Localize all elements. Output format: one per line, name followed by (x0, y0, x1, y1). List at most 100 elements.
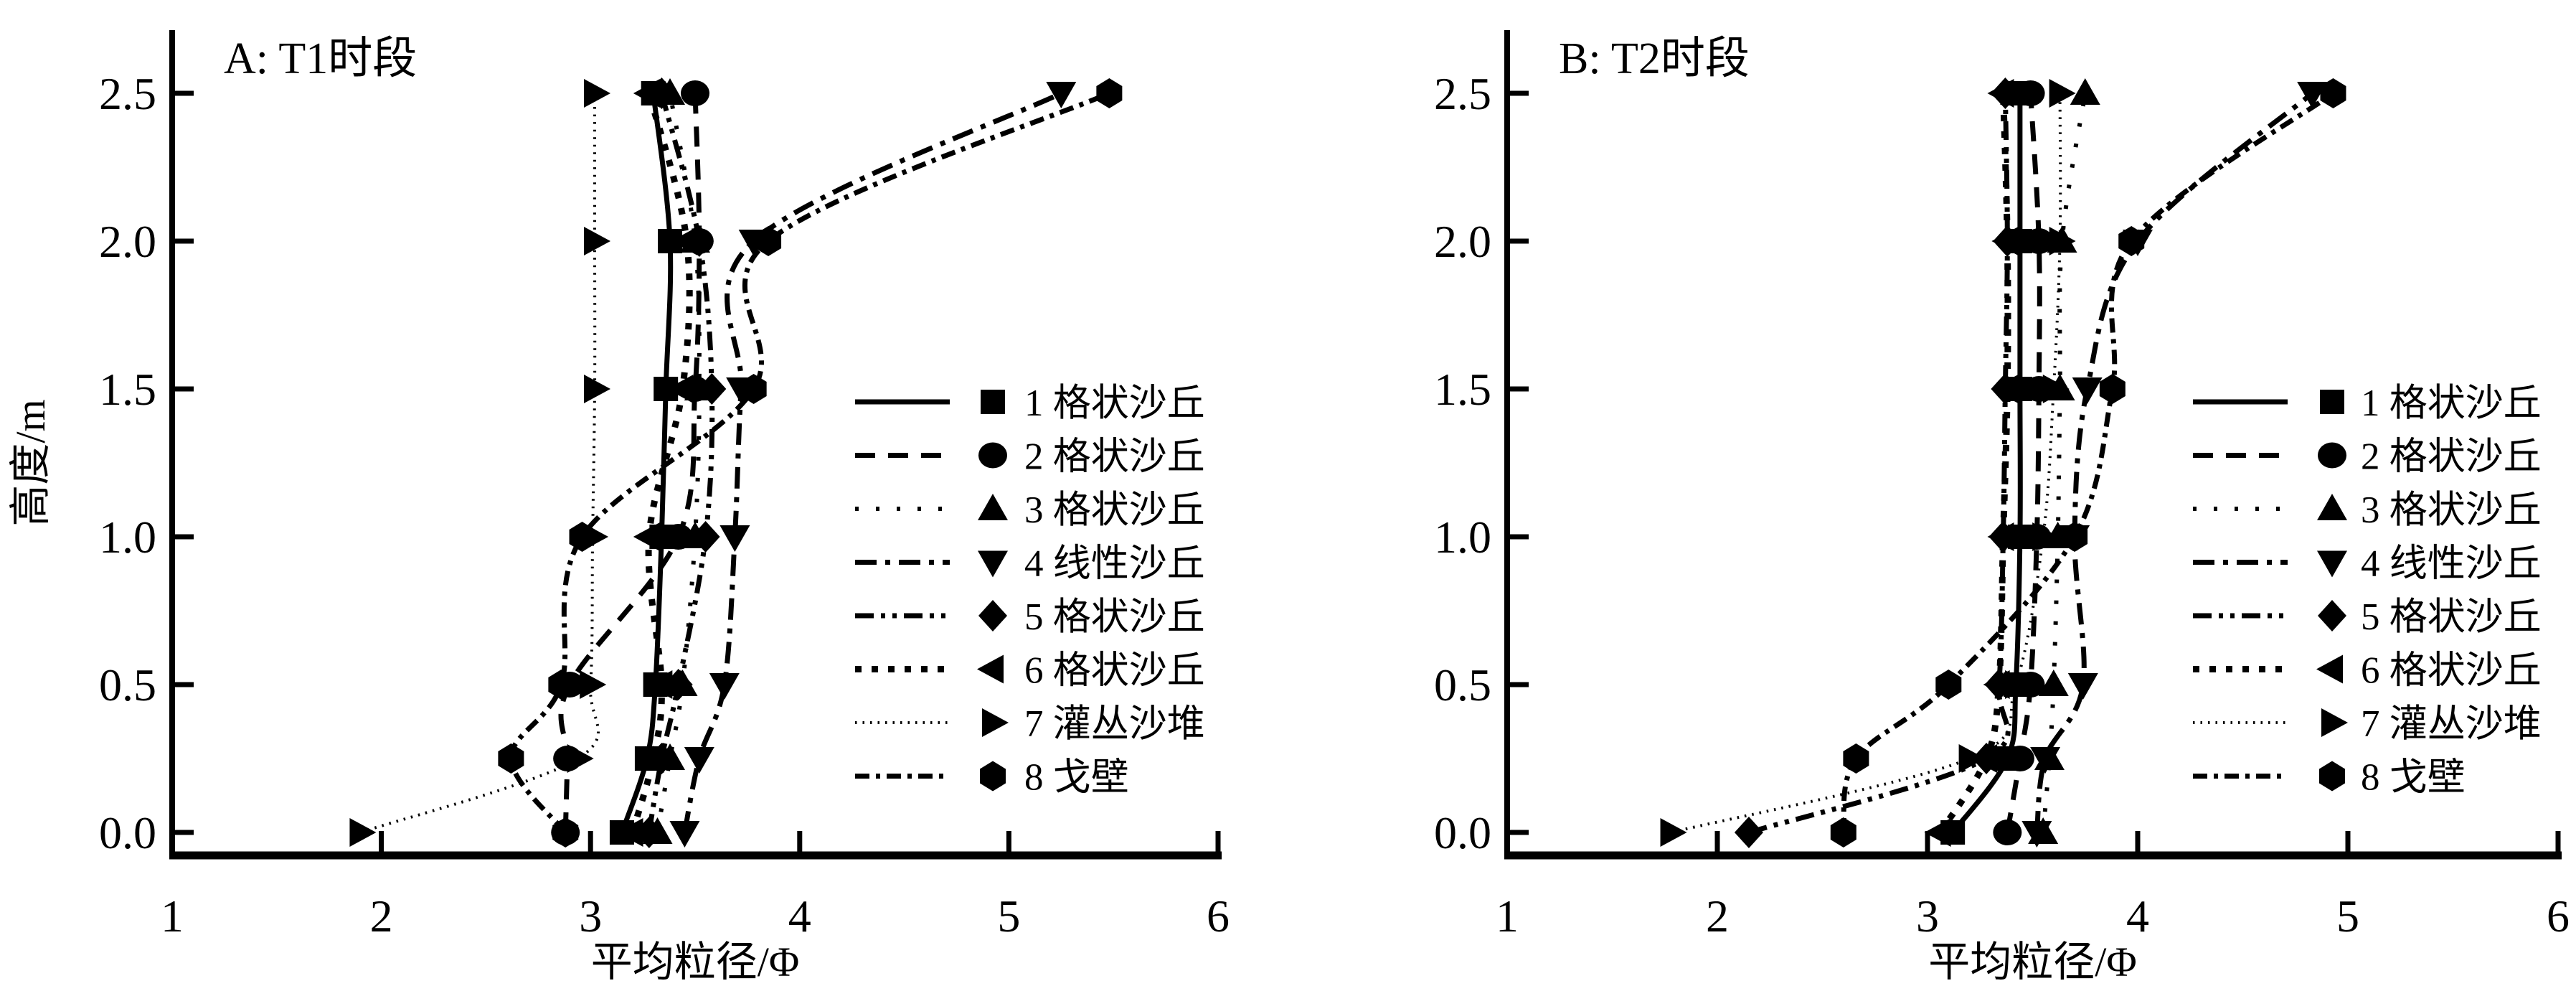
diamond-icon (2318, 600, 2346, 631)
x-tick-label: 5 (2336, 891, 2359, 942)
triangle-right-marker (2005, 670, 2032, 699)
panel-title: A: T1时段 (224, 34, 417, 83)
axes: 0.0 0.5 1.0 1.5 2.0 2.5 1 2 3 4 5 6 (1434, 30, 2570, 942)
triangle-down-marker (684, 747, 714, 774)
series-4-line (681, 90, 1062, 833)
triangle-left-marker (616, 818, 643, 847)
y-tick-label: 1.5 (99, 364, 156, 415)
y-tick-label: 0.5 (1434, 659, 1491, 710)
hexagon-icon (2319, 761, 2345, 792)
series-6-markers (616, 79, 698, 847)
legend-label: 2 格状沙丘 (2361, 436, 2542, 478)
series-8-markers (1830, 78, 2346, 848)
hexagon-marker (740, 374, 767, 404)
triangle-up-marker (2038, 670, 2069, 696)
circle-icon (2318, 442, 2346, 469)
hexagon-marker (2062, 522, 2088, 552)
series-2-line (2004, 93, 2042, 833)
triangle-up-icon (978, 494, 1008, 520)
y-tick-label: 1.5 (1434, 364, 1491, 415)
legend-label: 1 格状沙丘 (1024, 382, 1205, 424)
y-tick-label: 2.5 (1434, 68, 1491, 119)
legend: 1 格状沙丘 2 格状沙丘 3 格状沙丘 4 线性沙丘 5 格状沙丘 6 格状沙丘 7 灌丛… (2193, 382, 2542, 799)
series-1-line (619, 93, 674, 834)
hexagon-marker (498, 743, 524, 774)
triangle-left-marker (666, 375, 694, 403)
legend-item-4: 4 线性沙丘 (855, 543, 1205, 585)
diamond-icon (978, 600, 1007, 631)
series-2-line (558, 93, 702, 833)
x-tick-label: 6 (2547, 891, 2570, 942)
series-7-markers (349, 79, 611, 847)
diamond-marker (691, 521, 720, 553)
y-tick-label: 0.0 (99, 807, 156, 858)
triangle-left-marker (1987, 79, 2014, 108)
series-lines (1671, 91, 2335, 835)
legend-label: 6 格状沙丘 (1024, 650, 1205, 692)
square-icon (2320, 390, 2344, 414)
legend-label: 4 线性沙丘 (1024, 543, 1205, 585)
legend-item-2: 2 格状沙丘 (855, 436, 1205, 478)
triangle-left-marker (671, 227, 698, 255)
legend-item-5: 5 格状沙丘 (855, 596, 1205, 638)
hexagon-marker (2118, 226, 2145, 256)
triangle-right-marker (2042, 375, 2070, 403)
y-tick-label: 2.0 (1434, 216, 1491, 267)
hexagon-marker (2099, 374, 2126, 404)
hexagon-marker (1830, 817, 1856, 848)
triangle-right-marker (2049, 79, 2076, 108)
legend: 1 格状沙丘 2 格状沙丘 3 格状沙丘 4 线性沙丘 5 格状沙丘 6 格状沙丘 7 灌丛… (855, 382, 1205, 799)
legend-label: 3 格状沙丘 (2361, 489, 2542, 531)
series-7-markers (1660, 79, 2076, 847)
diamond-marker (1734, 817, 1763, 848)
x-axis-title: 平均粒径/Φ (591, 939, 800, 985)
x-axis-title: 平均粒径/Φ (1928, 939, 2137, 985)
y-tick-label: 2.0 (99, 216, 156, 267)
x-tick-label: 4 (2126, 891, 2149, 942)
legend-label: 1 格状沙丘 (2361, 382, 2542, 424)
series-4-line (2034, 91, 2314, 833)
triangle-down-icon (978, 550, 1008, 578)
triangle-up-marker (2070, 78, 2100, 105)
series-5-line (1747, 93, 2011, 835)
y-tick-label: 0.5 (99, 659, 156, 710)
x-tick-label: 6 (1207, 891, 1230, 942)
x-tick-label: 1 (161, 891, 184, 942)
legend-item-7: 7 灌丛沙堆 (2193, 703, 2542, 745)
legend-item-6: 6 格状沙丘 (855, 650, 1205, 692)
triangle-down-marker (709, 673, 740, 700)
series-markers (349, 78, 1123, 848)
legend-label: 5 格状沙丘 (2361, 596, 2542, 638)
triangle-right-marker (349, 818, 377, 847)
triangle-left-marker (1991, 227, 2019, 255)
series-4-markers (669, 82, 1077, 848)
triangle-down-marker (2021, 821, 2052, 848)
hexagon-marker (1096, 78, 1123, 108)
circle-marker (681, 80, 709, 106)
panel-title: B: T2时段 (1559, 34, 1750, 83)
x-tick-label: 3 (1916, 891, 1939, 942)
diamond-marker (697, 373, 727, 405)
series-8-line (1841, 91, 2335, 833)
legend-label: 4 线性沙丘 (2361, 543, 2542, 585)
triangle-down-marker (2297, 82, 2328, 108)
legend-item-7: 7 灌丛沙堆 (855, 703, 1205, 745)
axes: 0.0 0.5 1.0 1.5 2.0 2.5 1 2 3 4 5 6 (99, 30, 1230, 942)
y-axis-title: 高度/m (7, 399, 54, 526)
series-markers (1660, 78, 2346, 848)
hexagon-marker (552, 817, 579, 848)
series-5-markers (1734, 78, 2022, 848)
legend-item-8: 8 戈壁 (855, 757, 1129, 799)
series-5-line (646, 93, 715, 833)
x-tick-label: 3 (579, 891, 602, 942)
triangle-down-marker (720, 525, 750, 552)
triangle-left-marker (1983, 670, 2010, 699)
triangle-left-marker (1987, 522, 2014, 551)
square-icon (981, 390, 1005, 414)
triangle-left-marker (646, 670, 673, 699)
x-tick-label: 2 (1706, 891, 1729, 942)
panel-a-chart: 0.0 0.5 1.0 1.5 2.0 2.5 1 2 3 4 5 6 平均粒径/Φ 高度/m A: T1时… (7, 30, 1230, 985)
triangle-right-marker (567, 744, 594, 773)
triangle-right-icon (982, 708, 1009, 737)
